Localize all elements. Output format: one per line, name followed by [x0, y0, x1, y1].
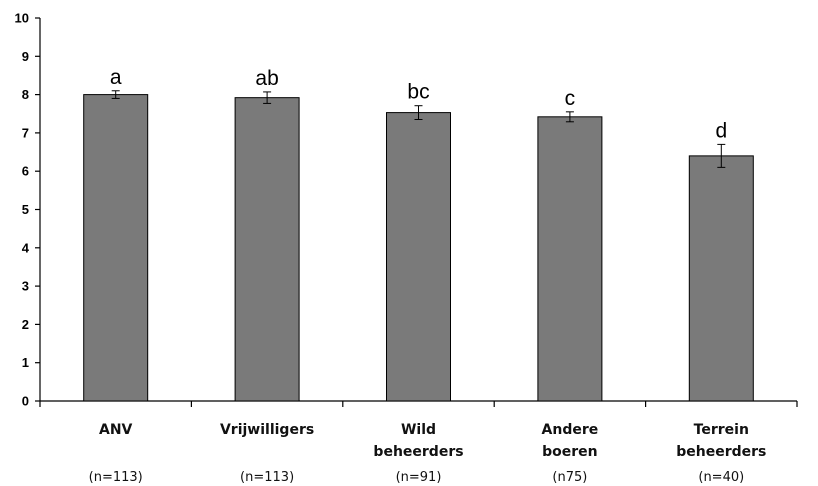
x-tick-label: beheerders [373, 444, 463, 460]
x-tick-label: beheerders [676, 444, 766, 460]
bar [386, 112, 451, 402]
y-tick-label: 2 [22, 317, 29, 332]
bar [537, 116, 603, 402]
x-tick-label: Vrijwilligers [220, 422, 314, 438]
y-tick-label: 8 [22, 87, 29, 102]
y-tick-label: 9 [22, 49, 29, 64]
y-tick-label: 4 [22, 240, 30, 255]
sample-size-label: (n=113) [89, 470, 143, 485]
x-tick-label: Andere [542, 422, 599, 438]
x-tick-label: Wild [401, 422, 436, 438]
y-tick-label: 5 [22, 202, 29, 217]
bar [234, 97, 300, 402]
labels: a ANV (n=113) ab Vrijwilligers (n=113) bc Wild b… [89, 66, 767, 485]
bar [83, 94, 149, 402]
significance-label: bc [407, 81, 429, 104]
axes: 0 1 2 3 4 5 6 7 8 9 10 [15, 11, 798, 409]
significance-label: ab [255, 67, 278, 90]
significance-label: c [565, 87, 576, 110]
significance-label: d [715, 119, 727, 142]
x-tick-label: boeren [542, 444, 598, 460]
bars [83, 90, 754, 402]
y-tick-label: 0 [22, 394, 29, 409]
x-tick-label: ANV [99, 422, 133, 438]
sample-size-label: (n=113) [240, 470, 294, 485]
y-tick-label: 10 [15, 11, 29, 26]
x-tick-label: Terrein [694, 422, 749, 438]
y-tick-label: 7 [22, 125, 29, 140]
sample-size-label: (n75) [552, 470, 587, 485]
significance-label: a [110, 66, 122, 89]
y-tick-label: 1 [22, 355, 29, 370]
y-tick-label: 3 [22, 279, 29, 294]
y-tick-label: 6 [22, 164, 29, 179]
sample-size-label: (n=91) [396, 470, 442, 485]
sample-size-label: (n=40) [698, 470, 744, 485]
bar [688, 155, 754, 402]
